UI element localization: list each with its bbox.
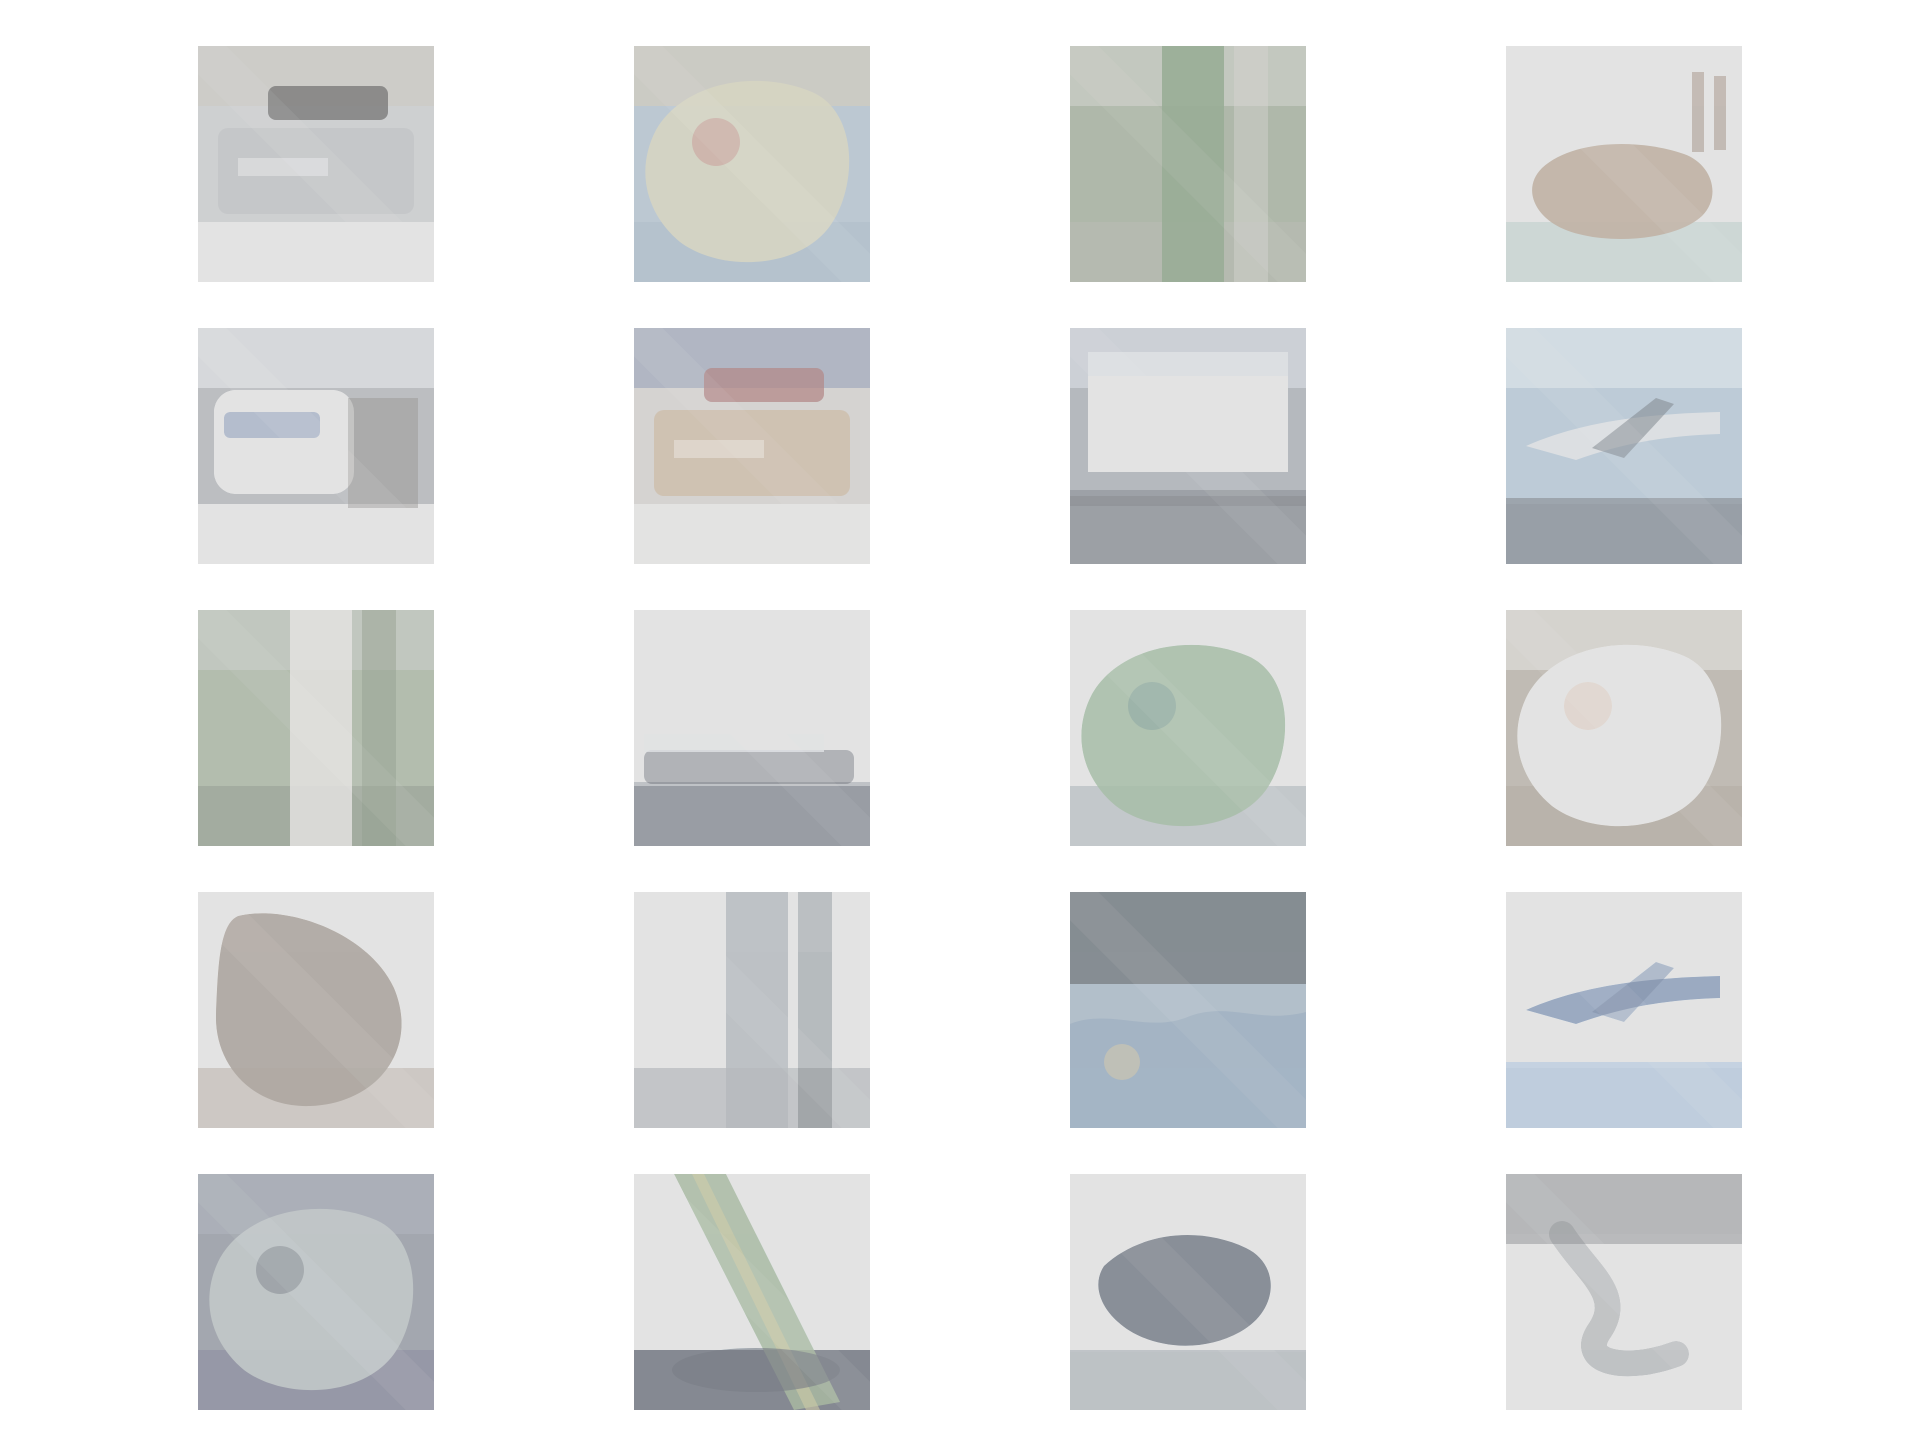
image-tile-cat-white xyxy=(1506,610,1742,846)
image-tile-ship-ocean xyxy=(1070,892,1306,1128)
image-tile-airplane-blue xyxy=(1506,892,1742,1128)
image-tile-truck-gray xyxy=(198,46,434,282)
image-tile-bus-white xyxy=(198,328,434,564)
image-tile-truck-colorful xyxy=(634,328,870,564)
image-tile-frog-white xyxy=(1070,610,1306,846)
image-tile-bird-white xyxy=(1506,1174,1742,1410)
image-tile-ship-sea xyxy=(634,610,870,846)
image-tile-animal-fur xyxy=(198,892,434,1128)
image-tile-deer-snow xyxy=(1506,46,1742,282)
image-tile-frog-dark xyxy=(198,1174,434,1410)
image-tile-coastline-aerial xyxy=(634,46,870,282)
image-tile-building-road xyxy=(1070,328,1306,564)
image-tile-airplane-water xyxy=(1506,328,1742,564)
image-tile-deer-forest xyxy=(1070,46,1306,282)
image-tile-deer-grass xyxy=(198,610,434,846)
image-tile-airplane-sky xyxy=(634,1174,870,1410)
image-tile-truck-tires xyxy=(634,892,870,1128)
image-tile-whale-sky xyxy=(1070,1174,1306,1410)
